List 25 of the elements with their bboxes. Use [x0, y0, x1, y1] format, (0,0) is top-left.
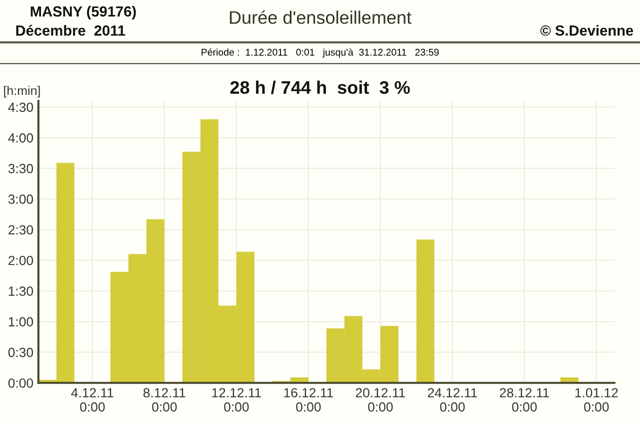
- text: 28 h / 744 h soit 3 %: [230, 80, 410, 94]
- y-tick-label: 0:00: [8, 378, 34, 388]
- x-tick-label: 20.12.11 0:00: [356, 388, 405, 412]
- y-axis-title: [h:min]: [4, 86, 40, 98]
- x-tick-label: 8.12.11 0:00: [143, 388, 186, 412]
- x-tick-label: 16.12.11 0:00: [284, 388, 333, 412]
- text: MASNY (59176): [30, 6, 136, 20]
- x-tick-label: 4.12.11 0:00: [71, 388, 114, 412]
- y-tick-label: 3:00: [8, 194, 34, 204]
- y-tick-label: 4:30: [8, 102, 34, 112]
- y-tick-label: 1:30: [8, 286, 34, 296]
- y-tick-label: 0:30: [8, 348, 34, 358]
- x-tick-label: 24.12.11 0:00: [428, 388, 477, 412]
- y-tick-label: 2:30: [8, 225, 34, 235]
- y-tick-label: 2:00: [8, 256, 34, 266]
- text: © S.Devienne: [540, 25, 634, 36]
- x-tick-label: 28.12.11 0:00: [500, 388, 549, 412]
- chart-title: Durée d'ensoleillement: [230, 10, 412, 24]
- x-tick-label: 12.12.11 0:00: [212, 388, 261, 412]
- y-tick-label: 4:00: [8, 133, 34, 143]
- y-tick-label: 1:00: [8, 317, 34, 326]
- x-tick-label: 1.01.12 0:00: [575, 388, 618, 412]
- text: Décembre 2011: [16, 24, 126, 36]
- y-tick-label: 3:30: [8, 164, 34, 174]
- chart-subtitle: Période : 1.12.2011 0:01 jusqu'à 31.12.2011 23:59: [202, 48, 439, 58]
